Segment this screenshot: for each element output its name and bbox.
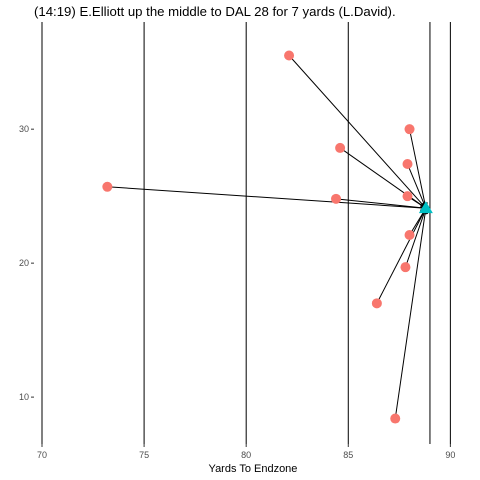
arrow-line-3: [407, 163, 427, 209]
arrow-line-1: [409, 129, 427, 209]
data-point-5: [402, 191, 413, 202]
x-tick-label-0: 70: [37, 450, 47, 460]
y-tick-label-1: 20: [19, 258, 29, 268]
y-tick-label-0: 10: [19, 392, 29, 402]
x-tick-label-2: 80: [241, 450, 251, 460]
data-point-8: [400, 262, 411, 273]
data-point-9: [371, 298, 382, 309]
arrow-line-8: [404, 208, 427, 268]
data-point-10: [390, 413, 401, 424]
points-layer: [102, 50, 415, 424]
x-tick-label-1: 75: [139, 450, 149, 460]
data-point-3: [402, 159, 413, 170]
x-tick-label-3: 85: [343, 450, 353, 460]
data-point-7: [404, 230, 415, 241]
data-point-4: [102, 181, 113, 192]
arrow-line-10: [394, 208, 427, 419]
data-point-0: [284, 50, 295, 61]
x-axis-title: Yards To Endzone: [209, 463, 298, 475]
arrow-lines-layer: [107, 55, 429, 419]
y-tick-label-2: 30: [19, 124, 29, 134]
arrow-line-6: [335, 198, 426, 209]
axis-ticks-layer: 70 75 80 85 90 10 20 30: [19, 124, 455, 460]
chart-title: (14:19) E.Elliott up the middle to DAL 2…: [34, 4, 396, 19]
x-tick-label-4: 90: [445, 450, 455, 460]
target-triangle: [418, 201, 433, 214]
target-layer: [418, 201, 433, 214]
data-point-6: [331, 193, 342, 204]
arrow-line-4: [107, 186, 426, 209]
arrow-line-9: [376, 207, 427, 304]
data-point-1: [404, 124, 415, 135]
vertical-lines-layer: [41, 22, 451, 444]
data-point-2: [335, 142, 346, 153]
arrow-line-0: [288, 55, 427, 209]
